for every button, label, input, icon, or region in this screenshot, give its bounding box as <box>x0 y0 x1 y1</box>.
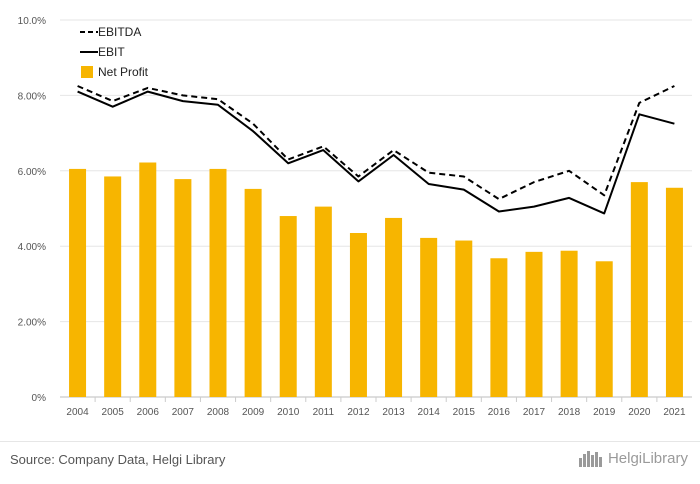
y-tick-label: 2.00% <box>18 318 46 329</box>
source-text: Source: Company Data, Helgi Library <box>10 452 226 467</box>
net-profit-bar[interactable] <box>349 233 367 397</box>
net-profit-bar[interactable] <box>244 188 262 397</box>
legend-swatch-net-profit <box>81 66 93 78</box>
y-tick-label: 6.00% <box>18 167 46 178</box>
city-skyline-icon <box>578 451 602 467</box>
net-profit-bar[interactable] <box>69 168 87 397</box>
legend: EBITDA EBIT Net Profit <box>80 25 149 79</box>
y-tick-label: 10.0% <box>18 16 46 27</box>
legend-label-net-profit[interactable]: Net Profit <box>98 65 149 79</box>
ebitda-line[interactable] <box>77 85 675 201</box>
net-profit-bar[interactable] <box>560 250 578 397</box>
net-profit-bar[interactable] <box>665 187 683 397</box>
net-profit-bar[interactable] <box>209 168 227 397</box>
x-tick-label: 2008 <box>207 407 230 418</box>
x-tick-label: 2019 <box>593 407 616 418</box>
net-profit-bar[interactable] <box>420 237 438 397</box>
net-profit-bar[interactable] <box>279 216 297 397</box>
net-profit-bar[interactable] <box>595 261 613 397</box>
x-tick-label: 2015 <box>453 407 476 418</box>
y-tick-label: 8.00% <box>18 91 46 102</box>
x-axis-ticks: 2004 2005 2006 2007 2008 2009 2010 2011 2012 2013… <box>66 397 686 418</box>
x-tick-label: 2012 <box>347 407 370 418</box>
net-profit-bar[interactable] <box>104 176 122 397</box>
lines <box>77 85 675 215</box>
helgi-library-logo[interactable]: HelgiLibrary <box>578 448 688 468</box>
net-profit-bar[interactable] <box>174 179 192 397</box>
y-axis-ticks: 0% 2.00% 4.00% 6.00% 8.00% 10.0% <box>18 16 46 404</box>
x-tick-label: 2009 <box>242 407 265 418</box>
chart: 0% 2.00% 4.00% 6.00% 8.00% 10.0% 2004 2005 2006… <box>18 16 692 418</box>
x-tick-label: 2021 <box>663 407 686 418</box>
x-tick-label: 2005 <box>102 407 125 418</box>
x-tick-label: 2014 <box>418 407 441 418</box>
net-profit-bar[interactable] <box>455 240 473 397</box>
x-tick-label: 2020 <box>628 407 651 418</box>
legend-label-ebitda[interactable]: EBITDA <box>98 25 141 39</box>
net-profit-bar[interactable] <box>490 258 508 397</box>
x-tick-label: 2013 <box>382 407 405 418</box>
net-profit-bar[interactable] <box>525 251 543 397</box>
x-tick-label: 2011 <box>313 407 335 418</box>
x-tick-label: 2006 <box>137 407 160 418</box>
x-tick-label: 2010 <box>277 407 300 418</box>
net-profit-bar[interactable] <box>385 217 403 397</box>
logo-text: HelgiLibrary <box>607 449 688 467</box>
footer: Source: Company Data, Helgi Library Helg… <box>0 441 700 484</box>
net-profit-bar[interactable] <box>139 162 157 397</box>
net-profit-bar[interactable] <box>630 182 648 397</box>
y-tick-label: 4.00% <box>18 242 46 253</box>
x-tick-label: 2017 <box>523 407 546 418</box>
x-tick-label: 2018 <box>558 407 581 418</box>
legend-label-ebit[interactable]: EBIT <box>98 45 125 59</box>
ebit-line[interactable] <box>77 90 675 215</box>
x-tick-label: 2004 <box>66 407 89 418</box>
y-tick-label: 0% <box>32 393 47 404</box>
x-tick-label: 2007 <box>172 407 195 418</box>
x-tick-label: 2016 <box>488 407 511 418</box>
net-profit-bar[interactable] <box>314 206 332 397</box>
net-profit-bars <box>69 162 683 397</box>
